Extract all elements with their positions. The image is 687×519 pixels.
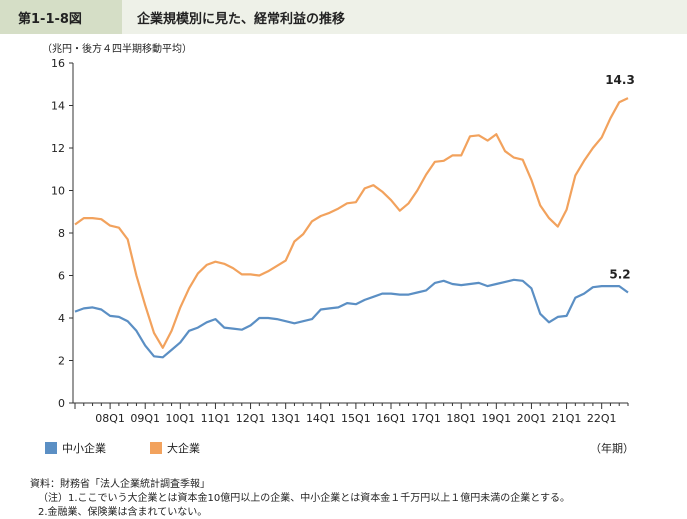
y-tick-label-14: 14 [51,100,65,113]
line-chart: 0 2 4 6 8 10 12 14 16 08Q1 09Q1 10Q1 11Q1 12Q1 13Q1 14Q… [51,57,635,425]
x-tick-label-21Q1: 21Q1 [552,412,582,425]
footnote-1: （注）1.ここでいう大企業とは資本金10億円以上の企業、中小企業とは資本金１千万… [38,493,570,504]
x-tick-label-13Q1: 13Q1 [271,412,301,425]
x-tick-label-22Q1: 22Q1 [587,412,617,425]
series-line-sme [74,278,629,359]
y-tick-label-16: 16 [51,57,65,70]
x-tick-label-19Q1: 19Q1 [482,412,512,425]
legend-label-sme: 中小企業 [62,442,106,455]
x-tick-label-10Q1: 10Q1 [166,412,196,425]
footnote-2: 2.金融業、保険業は含まれていない。 [38,507,208,518]
x-tick-label-20Q1: 20Q1 [517,412,547,425]
y-tick-label-2: 2 [58,355,65,368]
legend-item-sme: 中小企業 [45,440,106,456]
x-tick-label-18Q1: 18Q1 [446,412,476,425]
x-tick-label-15Q1: 15Q1 [341,412,371,425]
end-label-large: 14.3 [605,73,635,87]
figure-header: 第1-1-8図 企業規模別に見た、経常利益の推移 [0,0,687,34]
y-tick-label-4: 4 [58,312,65,325]
x-tick-label-17Q1: 17Q1 [411,412,441,425]
x-tick-label-16Q1: 16Q1 [376,412,406,425]
y-tick-label-12: 12 [51,142,65,155]
y-axis-unit-label: （兆円・後方４四半期移動平均） [42,44,192,55]
legend-swatch-sme [45,442,57,454]
y-tick-label-6: 6 [58,270,65,283]
legend-item-large: 大企業 [150,440,200,456]
y-tick-label-8: 8 [58,227,65,240]
figure-title: 企業規模別に見た、経常利益の推移 [137,12,346,27]
figure-number: 第1-1-8図 [18,12,82,27]
x-tick-label-09Q1: 09Q1 [130,412,160,425]
figure-number-box: 第1-1-8図 [0,0,122,34]
x-axis-unit-label: （年期） [590,442,634,455]
series-line-large [74,97,629,349]
legend-label-large: 大企業 [167,442,200,455]
x-tick-label-14Q1: 14Q1 [306,412,336,425]
x-tick-label-08Q1: 08Q1 [95,412,125,425]
legend-swatch-large [150,442,162,454]
y-tick-label-10: 10 [51,185,65,198]
end-label-sme: 5.2 [609,268,630,282]
x-tick-label-12Q1: 12Q1 [236,412,266,425]
x-tick-label-11Q1: 11Q1 [201,412,231,425]
y-tick-label-0: 0 [58,397,65,410]
source-note: 資料：財務省「法人企業統計調査季報」 [30,479,210,490]
